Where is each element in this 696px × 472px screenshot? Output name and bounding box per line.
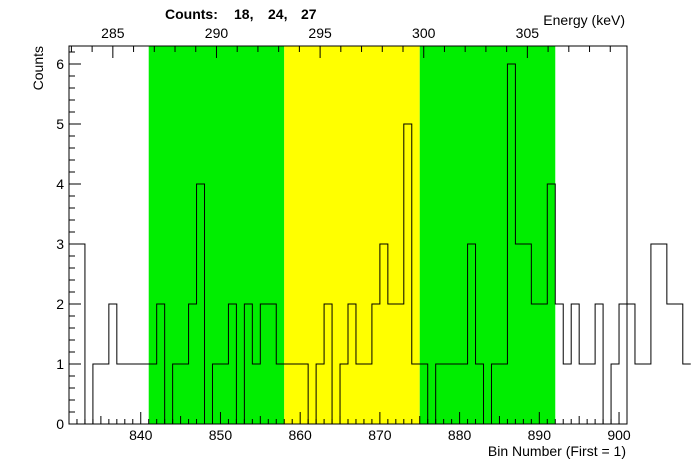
- region-2: [284, 46, 420, 424]
- counts-value-3: 27: [301, 6, 317, 22]
- region-3: [419, 46, 556, 424]
- histogram-line: [76, 63, 691, 425]
- x-axis-ticks: 840 850 860 870 880 890 900: [68, 412, 631, 443]
- y-tick-label: 3: [56, 236, 64, 252]
- counts-value-1: 18,: [234, 6, 253, 22]
- y-tick-label: 2: [56, 296, 64, 312]
- highlight-regions: [148, 46, 556, 424]
- x-tick-label: 900: [607, 427, 631, 443]
- y-tick-label: 0: [56, 416, 64, 432]
- y-tick-label: 1: [56, 356, 64, 372]
- x-tick-label: 850: [209, 427, 233, 443]
- y-axis-ticks: 0 1 2 3 4 5 6: [56, 51, 81, 432]
- energy-tick-label: 290: [205, 25, 229, 41]
- x-tick-label: 870: [368, 427, 392, 443]
- y-tick-label: 5: [56, 116, 64, 132]
- energy-tick-label: 285: [101, 25, 125, 41]
- counts-value-2: 24,: [268, 6, 287, 22]
- energy-tick-label: 300: [412, 25, 436, 41]
- x-tick-label: 860: [288, 427, 312, 443]
- energy-axis-ticks: 285 290 295 300 305: [70, 25, 611, 58]
- x-tick-label: 840: [129, 427, 153, 443]
- x-tick-label: 880: [448, 427, 472, 443]
- energy-tick-label: 295: [308, 25, 332, 41]
- y-tick-label: 6: [56, 56, 64, 72]
- energy-axis-title: Energy (keV): [543, 12, 625, 28]
- x-tick-label: 890: [528, 427, 552, 443]
- counts-label: Counts:: [165, 6, 218, 22]
- y-axis-title: Counts: [30, 46, 46, 90]
- y-tick-label: 4: [56, 176, 64, 192]
- region-1: [148, 46, 285, 424]
- x-axis-title: Bin Number (First = 1): [488, 443, 626, 459]
- energy-tick-label: 305: [516, 25, 540, 41]
